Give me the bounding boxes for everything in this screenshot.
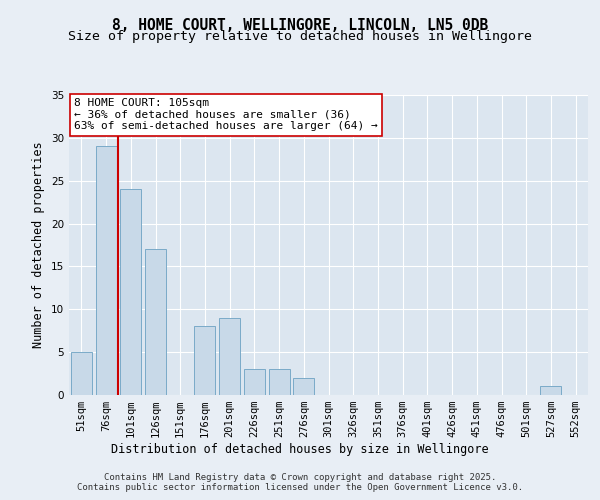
Bar <box>120 190 141 395</box>
Bar <box>71 352 92 395</box>
Bar <box>541 386 562 395</box>
Bar <box>244 370 265 395</box>
Bar <box>219 318 240 395</box>
Text: 8, HOME COURT, WELLINGORE, LINCOLN, LN5 0DB: 8, HOME COURT, WELLINGORE, LINCOLN, LN5 … <box>112 18 488 32</box>
Text: 8 HOME COURT: 105sqm
← 36% of detached houses are smaller (36)
63% of semi-detac: 8 HOME COURT: 105sqm ← 36% of detached h… <box>74 98 378 131</box>
Bar <box>145 250 166 395</box>
Y-axis label: Number of detached properties: Number of detached properties <box>32 142 46 348</box>
Text: Distribution of detached houses by size in Wellingore: Distribution of detached houses by size … <box>111 442 489 456</box>
Text: Contains HM Land Registry data © Crown copyright and database right 2025.
Contai: Contains HM Land Registry data © Crown c… <box>77 473 523 492</box>
Bar <box>194 326 215 395</box>
Bar <box>95 146 116 395</box>
Bar <box>293 378 314 395</box>
Text: Size of property relative to detached houses in Wellingore: Size of property relative to detached ho… <box>68 30 532 43</box>
Bar <box>269 370 290 395</box>
